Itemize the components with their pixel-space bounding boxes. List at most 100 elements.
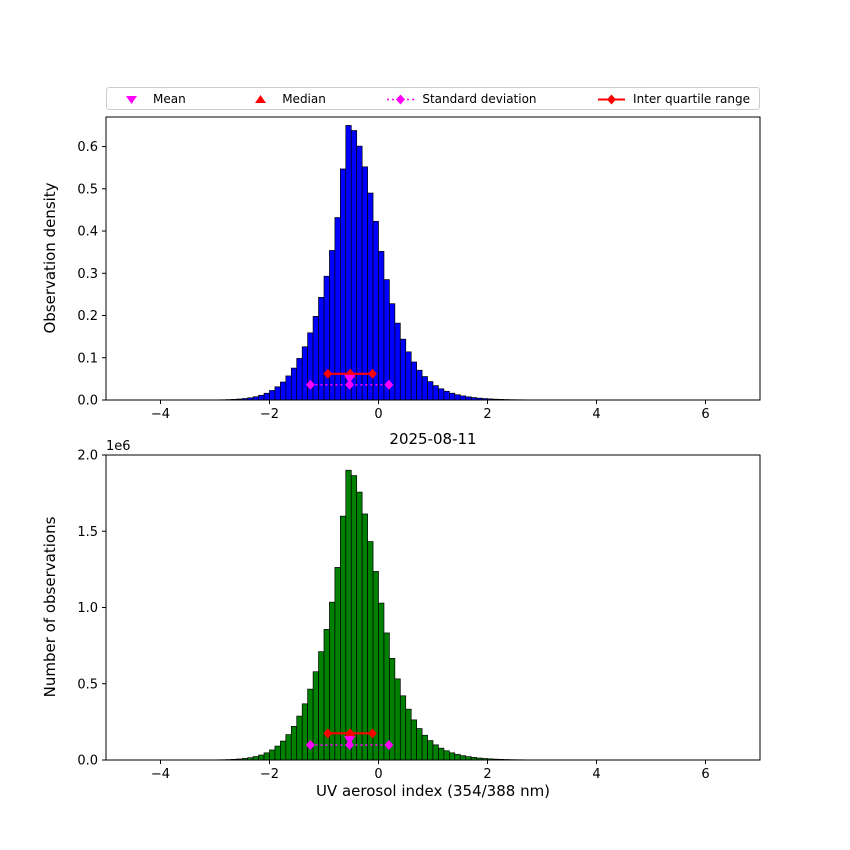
mean-marker — [344, 374, 356, 384]
legend-label: Median — [282, 91, 326, 106]
y-tick-label: 0.2 — [77, 309, 98, 324]
y-tick-label: 1.5 — [77, 525, 98, 540]
histogram-bar — [410, 361, 418, 401]
number-of-observations-bars — [214, 469, 527, 761]
legend: Mean Median Standard deviation Inter quarti… — [106, 87, 760, 110]
std-low-marker — [305, 379, 315, 390]
y-tick-label: 2.0 — [77, 449, 98, 464]
legend-item-mean: Mean — [116, 92, 186, 106]
histogram-bar — [274, 745, 281, 761]
x-tick-label: 0 — [374, 407, 382, 422]
histogram-bar — [410, 719, 418, 761]
histogram-bar — [367, 192, 374, 401]
histogram-bar — [263, 752, 270, 761]
iqr-median-marker — [345, 728, 355, 739]
iqr-q3-marker — [368, 368, 378, 379]
histogram-bar — [350, 475, 358, 761]
legend-item-median: Median — [245, 92, 326, 106]
x-tick-label: −2 — [260, 767, 279, 782]
histogram-bar — [356, 145, 363, 401]
histogram-bar — [416, 728, 423, 761]
histogram-bar — [340, 168, 347, 401]
histogram-bar — [378, 250, 385, 401]
std-low-marker — [305, 740, 315, 751]
histogram-bar — [454, 754, 461, 761]
histogram-bar — [258, 394, 265, 401]
histogram-bar — [427, 381, 434, 401]
histogram-bar — [323, 275, 330, 401]
histogram-bar — [421, 734, 428, 761]
histogram-bar — [285, 375, 292, 401]
histogram-bar — [459, 755, 467, 761]
legend-label: Inter quartile range — [633, 91, 750, 106]
x-tick-label: −2 — [260, 407, 279, 422]
x-tick-label: 2 — [483, 407, 491, 422]
histogram-bar — [312, 316, 319, 401]
std-high-marker — [384, 379, 394, 390]
histogram-bar — [329, 601, 336, 761]
x-tick-label: −4 — [151, 767, 170, 782]
histogram-bar — [465, 756, 472, 761]
counts-histogram-axes: −4 −2 0 2 4 6 0.0 0.5 1.0 1.5 2.0 — [77, 449, 761, 782]
histogram-bar — [269, 749, 276, 761]
histogram-bar — [361, 513, 368, 761]
histogram-bar — [443, 390, 450, 401]
histogram-bar — [269, 390, 276, 401]
histogram-bar — [454, 394, 461, 401]
histogram-bar — [290, 725, 298, 761]
histogram-bar — [263, 392, 270, 401]
histogram-bar — [378, 602, 385, 761]
histogram-bar — [399, 695, 407, 761]
legend-item-inter-quartile-range: Inter quartile range — [596, 92, 750, 106]
histogram-bar — [312, 671, 319, 761]
x-tick-label: 4 — [592, 407, 600, 422]
iqr-q1-marker — [323, 728, 333, 739]
histogram-bar — [350, 130, 358, 401]
histogram-bar — [432, 744, 439, 761]
histogram-bar — [323, 629, 330, 761]
histogram-bar — [301, 703, 309, 761]
histogram-bar — [416, 369, 423, 401]
bottom-y-axis-label: Number of observations — [41, 516, 59, 697]
axes-frame — [105, 116, 761, 401]
histogram-bar — [296, 358, 303, 401]
iqr-q3-marker — [368, 728, 378, 739]
histogram-bar — [301, 346, 309, 401]
histogram-bar — [427, 740, 434, 761]
std-center-marker — [345, 379, 355, 390]
density-histogram-axes: −4 −2 0 2 4 6 0.0 0.1 0.2 0.3 0.4 0.5 0.6 — [77, 116, 761, 422]
histogram-bar — [340, 515, 347, 761]
legend-label: Standard deviation — [422, 91, 537, 106]
observation-density-bars — [214, 125, 527, 401]
y-tick-label: 0.0 — [77, 754, 98, 769]
histogram-bar — [438, 747, 445, 761]
histogram-bar — [280, 381, 287, 401]
x-tick-label: 0 — [374, 767, 382, 782]
histogram-bar — [296, 715, 303, 761]
histogram-bar — [258, 754, 265, 761]
histogram-bar — [252, 756, 259, 761]
histogram-bar — [432, 385, 439, 401]
histogram-bar — [334, 567, 341, 761]
histogram-bar — [421, 376, 428, 401]
histogram-bar — [329, 250, 336, 401]
histogram-bar — [438, 388, 445, 401]
x-tick-label: −4 — [151, 407, 170, 422]
y-tick-label: 0.6 — [77, 140, 98, 155]
histogram-bar — [274, 386, 281, 401]
histogram-bar — [449, 392, 456, 401]
iqr-q1-marker — [323, 368, 333, 379]
median-marker-icon — [255, 94, 267, 103]
histogram-bar — [449, 752, 456, 761]
histogram-bar — [405, 708, 412, 761]
histogram-bar — [334, 217, 341, 401]
histogram-bar — [367, 541, 374, 761]
legend-label: Mean — [153, 91, 186, 106]
x-tick-label: 6 — [701, 407, 709, 422]
x-tick-label: 4 — [592, 767, 600, 782]
histogram-bar — [394, 322, 401, 401]
legend-item-standard-deviation: Standard deviation — [385, 91, 537, 106]
y-tick-label: 0.5 — [77, 677, 98, 692]
